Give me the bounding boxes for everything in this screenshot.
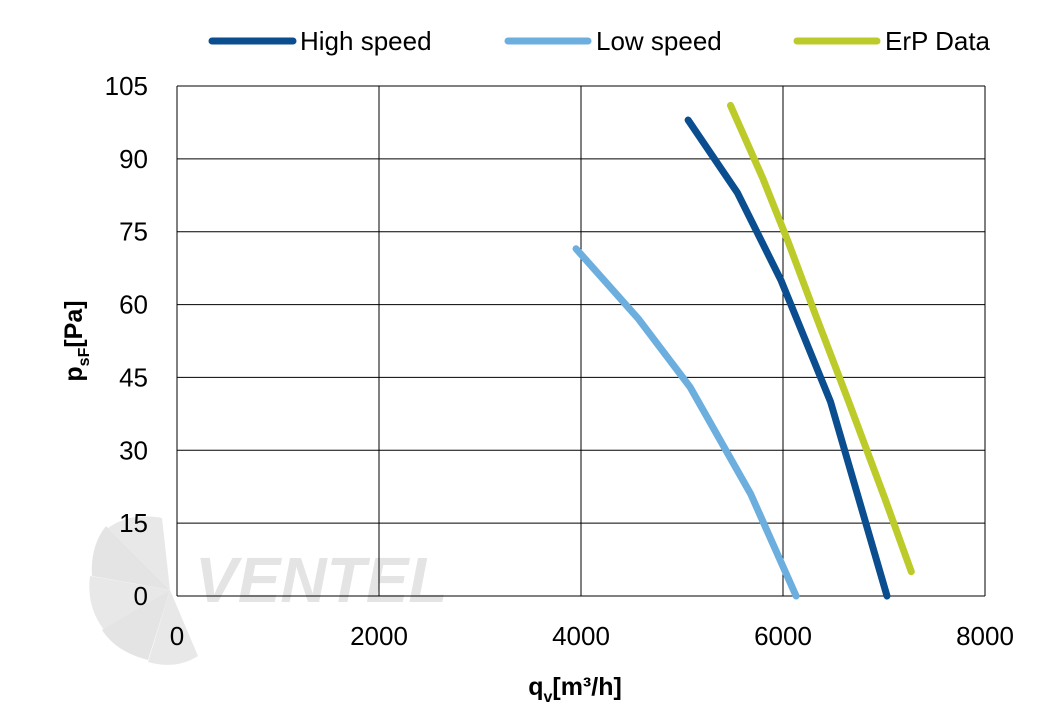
grid xyxy=(176,85,986,597)
x-tick-label: 6000 xyxy=(754,621,812,651)
x-axis-label-unit: [m³/h] xyxy=(552,673,621,701)
watermark-text: VENTEL xyxy=(195,544,447,616)
legend-label-high-speed: High speed xyxy=(300,26,432,56)
y-axis-label-unit: [Pa] xyxy=(60,300,88,347)
legend-item-low-speed: Low speed xyxy=(504,26,722,56)
legend: High speed Low speed ErP Data xyxy=(208,26,991,56)
y-tick-label: 75 xyxy=(119,217,148,247)
legend-item-erp-data: ErP Data xyxy=(793,26,991,56)
series-line-erp-data xyxy=(727,101,915,576)
legend-label-erp-data: ErP Data xyxy=(885,26,991,56)
x-axis-label-sub: v xyxy=(543,689,552,706)
y-axis-label-main: p xyxy=(60,366,88,381)
y-tick-label: 90 xyxy=(119,144,148,174)
series-line-low-speed xyxy=(572,245,800,600)
ticks-layer: 0 15 30 45 60 75 90 105 0 2000 4000 6000 8000 xyxy=(105,71,1014,651)
x-axis-label: qv[m³/h] xyxy=(528,673,622,706)
series-layer xyxy=(572,101,915,600)
x-tick-label: 4000 xyxy=(552,621,610,651)
watermark-logo: VENTEL xyxy=(89,516,447,665)
y-tick-label: 15 xyxy=(119,508,148,538)
x-tick-label: 2000 xyxy=(350,621,408,651)
y-axis-label-sub: sF xyxy=(76,347,93,366)
legend-label-low-speed: Low speed xyxy=(596,26,722,56)
y-tick-label: 45 xyxy=(119,362,148,392)
y-tick-label: 0 xyxy=(134,581,148,611)
legend-item-high-speed: High speed xyxy=(208,26,432,56)
series-line-high-speed xyxy=(684,116,891,600)
fan-icon xyxy=(89,516,198,665)
x-tick-label: 8000 xyxy=(956,621,1014,651)
x-tick-label: 0 xyxy=(170,621,184,651)
y-axis-label: psF[Pa] xyxy=(60,300,93,381)
x-axis-label-main: q xyxy=(528,673,543,701)
y-tick-label: 105 xyxy=(105,71,148,101)
y-tick-label: 30 xyxy=(119,435,148,465)
y-tick-label: 60 xyxy=(119,290,148,320)
